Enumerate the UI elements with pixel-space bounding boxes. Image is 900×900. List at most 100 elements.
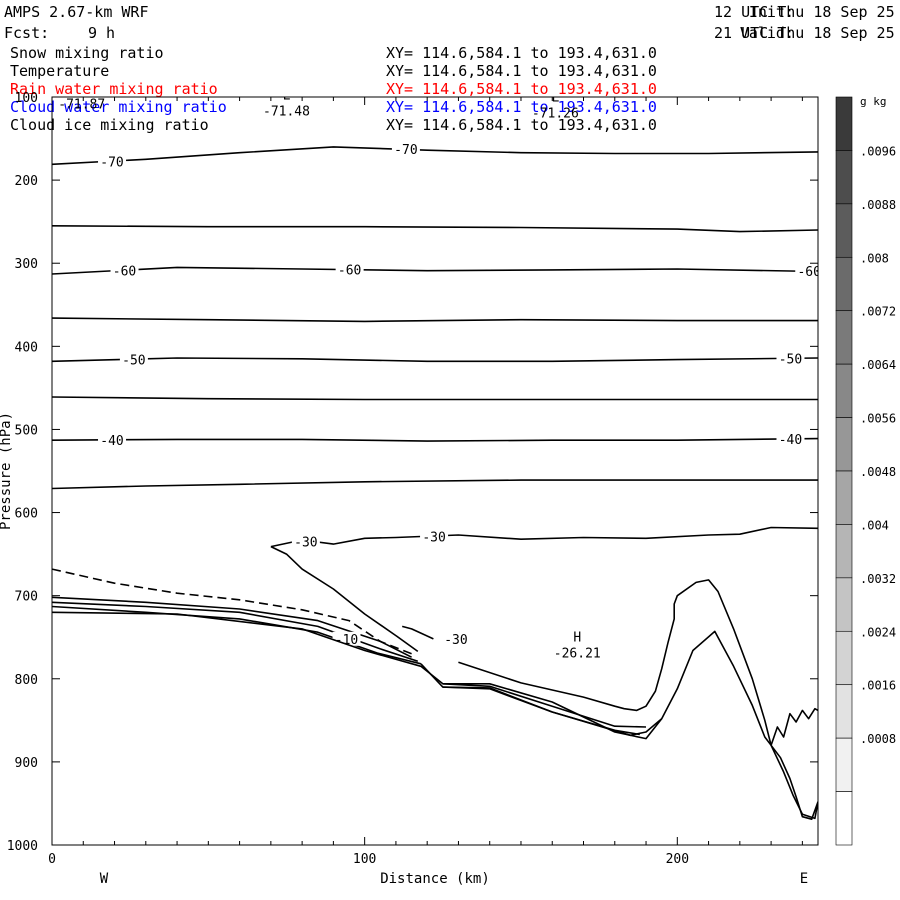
contour-label: -30 (294, 535, 317, 550)
colorbar-tick-label: .0056 (860, 412, 896, 426)
legend-label-cloud-ice: Cloud ice mixing ratio (10, 116, 209, 134)
extremum-value: -26.21 (554, 647, 601, 662)
contour-line-m70 (52, 146, 818, 166)
y-tick-label: 600 (15, 507, 38, 522)
legend-label-temperature: Temperature (10, 62, 110, 80)
contour-label: -50 (779, 352, 802, 367)
legend-xy-cloud-ice: XY= 114.6,584.1 to 193.4,631.0 (386, 116, 657, 134)
contour-line-m30 (401, 625, 434, 640)
contour-label: -30 (444, 633, 467, 648)
colorbar-swatch (835, 524, 853, 579)
contour-label-bg (335, 262, 364, 277)
partial-label: -71.87 (58, 98, 105, 113)
colorbar-swatch (835, 363, 853, 418)
extremum-value: -71.48 (263, 105, 310, 120)
contour-label: -60 (113, 265, 136, 280)
init-time: 12 UTC Thu 18 Sep 25 (714, 3, 895, 21)
forecast-label: Fcst: (4, 24, 50, 42)
colorbar-swatch (835, 684, 853, 739)
contour-label-bg (420, 529, 449, 544)
y-tick-label: 1000 (7, 839, 38, 854)
colorbar: .0096 .0088 .008 .0072 .0064 .0056 .0048 .004 .0… (835, 95, 896, 846)
extremum-symbol: H (573, 631, 581, 646)
contour-label-bg (291, 534, 320, 549)
contour-line-m30 (270, 526, 818, 548)
contour-line-m35 (52, 479, 818, 490)
contour-line-m60 (52, 266, 818, 275)
colorbar-swatch (835, 150, 853, 205)
y-tick-label: 900 (15, 756, 38, 771)
contour-label-bg (441, 631, 470, 646)
colorbar-tick-label: .0072 (860, 305, 896, 319)
colorbar-swatch (835, 791, 853, 846)
model-title: AMPS 2.67-km WRF (4, 3, 149, 21)
colorbar-tick-label: .0008 (860, 732, 896, 746)
legend-label-snow: Snow mixing ratio (10, 44, 164, 62)
colorbar-tick-label: .0064 (860, 358, 896, 372)
contour-label-bg (776, 432, 805, 447)
y-tick-label: 200 (15, 174, 38, 189)
contour-line-terrain (770, 707, 818, 746)
contour-label: -70 (100, 156, 123, 171)
contour-label: -60 (797, 265, 820, 280)
contour-line-m50 (52, 357, 818, 363)
contour-label-bg (110, 263, 139, 278)
colorbar-swatch (835, 256, 853, 312)
contour-line-m65 (52, 225, 818, 233)
legend-xy-temperature: XY= 114.6,584.1 to 193.4,631.0 (386, 62, 657, 80)
colorbar-swatch (835, 577, 853, 632)
y-tick-label: 800 (15, 673, 38, 688)
x-tick-label: 200 (666, 852, 689, 867)
colorbar-swatch (835, 310, 853, 365)
y-tick-label: 300 (15, 257, 38, 272)
x-tick-label: 100 (353, 852, 376, 867)
contour-label: -10 (335, 633, 358, 648)
contour-line-m5b (442, 683, 647, 728)
contour-label-bg (776, 351, 805, 366)
valid-time: 21 UTC Thu 18 Sep 25 (714, 24, 895, 42)
contour-line-m30 (270, 545, 419, 653)
contour-label: -50 (122, 353, 145, 368)
contour-line-m45 (52, 396, 818, 401)
contour-label-bg (795, 264, 818, 279)
contour-label: -40 (779, 433, 802, 448)
contour-group: -70 -70 -60 -60 -60 -50 -50 -40 -40 -30 -30 -30 -10 L… (52, 89, 820, 820)
colorbar-tick-label: .0096 (860, 144, 896, 158)
colorbar-swatch (835, 96, 853, 151)
contour-label-bg (98, 154, 127, 169)
colorbar-swatch (835, 737, 853, 792)
colorbar-tick-label: .0048 (860, 465, 896, 479)
x-axis-label: Distance (km) (380, 871, 490, 887)
colorbar-swatch (835, 630, 853, 686)
colorbar-tick-label: .004 (860, 518, 889, 532)
colorbar-swatch (835, 417, 853, 472)
y-tick-label: 100 (15, 91, 38, 106)
contour-label-bg (98, 432, 127, 447)
contour-label: -40 (100, 434, 123, 449)
y-tick-label: 500 (15, 423, 38, 438)
colorbar-tick-label: .0088 (860, 198, 896, 212)
contour-label-bg (391, 142, 420, 157)
colorbar-swatch (835, 203, 853, 258)
direction-east: E (800, 871, 808, 887)
direction-west: W (100, 871, 109, 887)
contour-line-m20 (52, 596, 412, 658)
contour-line-m5 (52, 611, 818, 820)
colorbar-unit: g kg (860, 95, 887, 108)
contour-label: -70 (394, 143, 417, 158)
colorbar-tick-label: .008 (860, 251, 889, 265)
colorbar-tick-label: .0032 (860, 572, 896, 586)
extremum-symbol: L (283, 89, 291, 104)
valid-label: Valid: (739, 24, 794, 42)
plot-frame (51, 96, 819, 846)
init-label: Init: (748, 3, 794, 21)
forecast-value: 9 h (88, 24, 116, 42)
contour-line-m30 (458, 579, 818, 820)
extremum-symbol: L (551, 90, 559, 105)
contour-line-m25 (52, 568, 412, 655)
y-axis-label: Pressure (hPa) (0, 412, 14, 530)
contour-label: -30 (422, 530, 445, 545)
legend-xy-rain: XY= 114.6,584.1 to 193.4,631.0 (386, 80, 657, 98)
colorbar-tick-label: .0024 (860, 625, 896, 639)
y-tick-label: 400 (15, 340, 38, 355)
